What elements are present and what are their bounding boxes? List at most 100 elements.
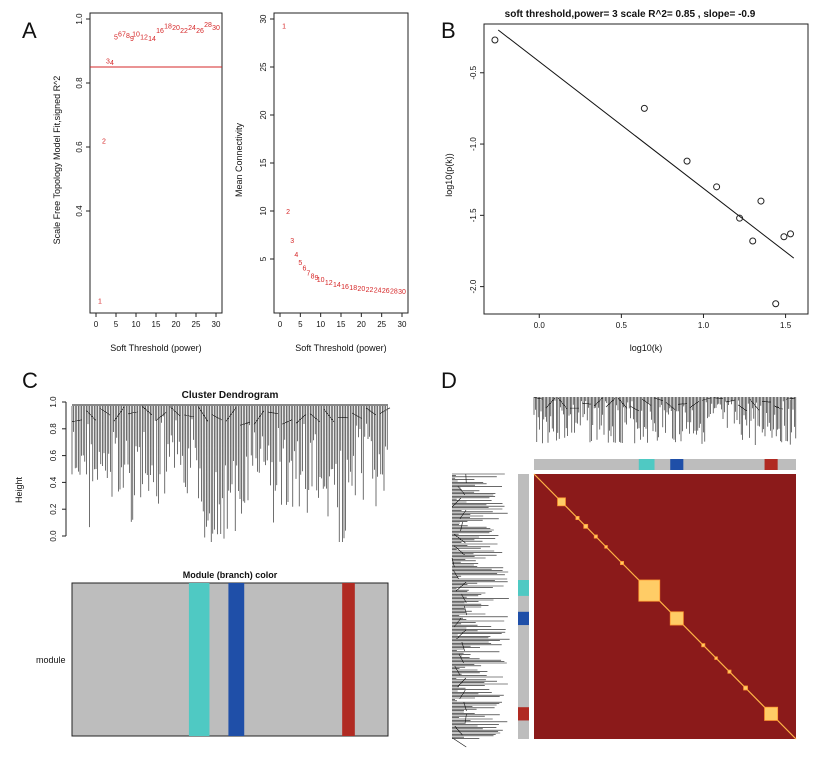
a-left-point-label: 5 xyxy=(114,35,118,42)
a-left-point-label: 4 xyxy=(110,60,114,67)
b-xtick-label: 0.0 xyxy=(534,321,546,330)
d-module-block xyxy=(743,685,748,691)
a-left-point-label: 22 xyxy=(180,28,188,35)
panel-label-b: B xyxy=(441,18,456,43)
d-module-block xyxy=(714,656,718,660)
b-ytick-label: -1.5 xyxy=(469,208,478,222)
b-ytick-label: -2.0 xyxy=(469,279,478,293)
d-module-block xyxy=(620,561,625,566)
a-left-point-label: 18 xyxy=(164,23,172,30)
a-right-point-label: 24 xyxy=(374,288,382,295)
b-point xyxy=(749,237,757,245)
a-right-point-label: 1 xyxy=(282,24,286,31)
a-left-point-label: 1 xyxy=(98,299,102,306)
a-left-point-label: 6 xyxy=(118,31,122,38)
a-right-ytick-label: 25 xyxy=(259,62,268,71)
b-ytick-label: -1.0 xyxy=(469,137,478,151)
a-left-point-label: 12 xyxy=(140,35,148,42)
b-point xyxy=(757,197,765,205)
a-right-ytick-label: 10 xyxy=(259,206,268,215)
d-module-block xyxy=(593,534,598,539)
a-right-xtick-label: 15 xyxy=(337,320,346,329)
b-point xyxy=(683,157,691,165)
b-point xyxy=(780,233,788,241)
a-right-xtick-label: 20 xyxy=(357,320,366,329)
a-right-point-label: 22 xyxy=(366,287,374,294)
d-module-block xyxy=(764,706,779,721)
a-right-xlabel: Soft Threshold (power) xyxy=(295,343,386,353)
a-right-point-label: 16 xyxy=(341,284,349,291)
a-left-point-label: 16 xyxy=(156,28,164,35)
a-left-xlabel: Soft Threshold (power) xyxy=(110,343,201,353)
d-left-module-turquoise xyxy=(518,580,529,596)
c-ytick-label: 0.8 xyxy=(49,423,58,435)
panel-label-c: C xyxy=(22,368,38,393)
d-module-block xyxy=(557,497,566,507)
a-right-point-label: 10 xyxy=(317,277,325,284)
a-right-point-label: 7 xyxy=(307,270,311,277)
d-module-block xyxy=(575,516,580,520)
a-right-point-label: 8 xyxy=(311,273,315,280)
b-ytick-label: -0.5 xyxy=(469,65,478,79)
a-right-point-label: 14 xyxy=(333,282,341,289)
a-left-point-label: 24 xyxy=(188,25,196,32)
a-left-xtick-label: 15 xyxy=(152,320,161,329)
c-module-title: Module (branch) color xyxy=(183,570,278,580)
d-left-colorbar xyxy=(518,474,529,739)
c-ytick-label: 0.0 xyxy=(49,530,58,542)
a-right-point-label: 26 xyxy=(382,288,390,295)
a-left-point-label: 7 xyxy=(122,31,126,38)
a-left-point-label: 30 xyxy=(212,25,220,32)
a-left-ytick-label: 0.6 xyxy=(75,141,84,153)
d-module-block xyxy=(583,523,589,529)
a-right-point-label: 6 xyxy=(302,266,306,273)
a-right-point-label: 4 xyxy=(294,252,298,259)
b-xlabel: log10(k) xyxy=(630,343,663,353)
a-left-xtick-label: 20 xyxy=(172,320,181,329)
a-left-xtick-label: 0 xyxy=(94,320,99,329)
d-module-block xyxy=(638,579,661,602)
a-left-xtick-label: 25 xyxy=(192,320,201,329)
c-ytick-label: 0.2 xyxy=(49,503,58,515)
a-left-xtick-label: 30 xyxy=(212,320,221,329)
a-left-ytick-label: 0.4 xyxy=(75,205,84,217)
a-left-point-label: 3 xyxy=(106,59,110,66)
a-right-point-label: 28 xyxy=(390,289,398,296)
d-top-module-blue xyxy=(670,459,684,470)
a-right-point-label: 18 xyxy=(349,285,357,292)
d-module-block xyxy=(669,611,684,626)
b-xtick-label: 1.5 xyxy=(780,321,792,330)
a-right-ytick-label: 15 xyxy=(259,158,268,167)
a-right-ylabel: Mean Connectivity xyxy=(234,122,244,197)
c-ylabel: Height xyxy=(14,476,24,503)
a-left-point-label: 26 xyxy=(196,28,204,35)
d-module-block xyxy=(727,669,732,674)
d-left-module-brown xyxy=(518,707,529,721)
a-left-point-label: 8 xyxy=(126,33,130,40)
a-left-ylabel: Scale Free Topology Model Fit,signed R^2 xyxy=(52,76,62,245)
a-left-point-label: 14 xyxy=(148,36,156,43)
a-left-point-label: 28 xyxy=(204,22,212,29)
b-point xyxy=(736,214,744,222)
d-top-module-brown xyxy=(764,459,778,470)
b-xtick-label: 1.0 xyxy=(698,321,710,330)
a-left-ytick-label: 1.0 xyxy=(75,13,84,25)
b-point xyxy=(772,300,780,308)
b-ylabel: log10(p(k)) xyxy=(444,153,454,197)
b-point xyxy=(787,230,795,238)
panel-label-d: D xyxy=(441,368,457,393)
panel-c-module-bar: Module (branch) color module xyxy=(36,570,389,737)
a-right-point-label: 12 xyxy=(325,280,333,287)
c-ytick-label: 0.4 xyxy=(49,476,58,488)
a-right-xtick-label: 0 xyxy=(278,320,283,329)
c-ytick-label: 0.6 xyxy=(49,449,58,461)
c-module-label: module xyxy=(36,655,66,665)
a-right-frame xyxy=(273,12,409,314)
a-right-ytick-label: 20 xyxy=(259,110,268,119)
panel-label-a: A xyxy=(22,18,37,43)
b-frame xyxy=(483,23,809,315)
a-left-point-label: 10 xyxy=(132,31,140,38)
panel-a-left-plot: 0 5 10 15 20 25 300.40.60.81.0 123 45 6 7 8 910 12 14… xyxy=(52,12,223,353)
